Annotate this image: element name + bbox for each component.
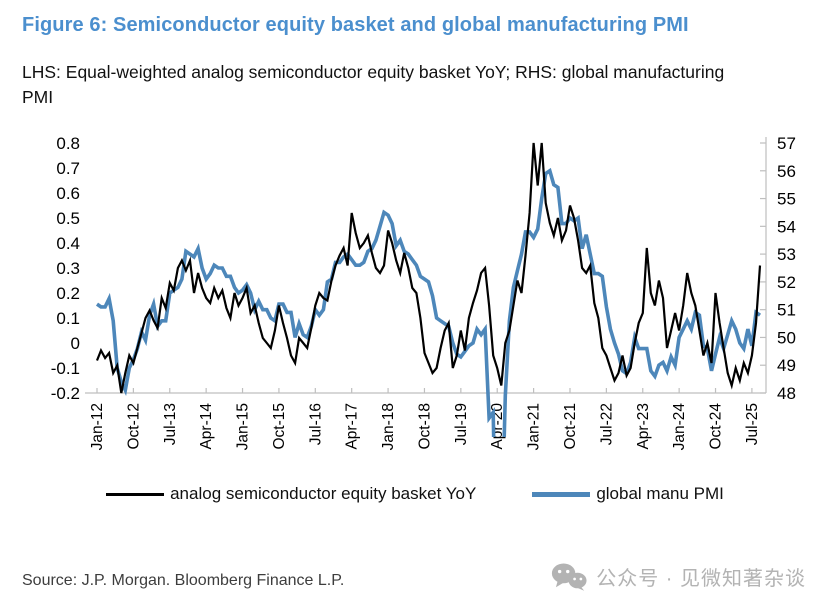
svg-text:51: 51	[777, 301, 796, 320]
svg-text:56: 56	[777, 162, 796, 181]
svg-text:0.7: 0.7	[56, 159, 80, 178]
figure-subtitle: LHS: Equal-weighted analog semiconductor…	[22, 62, 725, 108]
svg-text:53: 53	[777, 245, 796, 264]
svg-text:48: 48	[777, 384, 796, 403]
svg-text:0: 0	[71, 334, 80, 353]
legend-item-pmi: global manu PMI	[532, 484, 724, 504]
svg-text:Jan-12: Jan-12	[89, 403, 106, 450]
svg-text:Oct-21: Oct-21	[562, 403, 579, 450]
wechat-icon	[551, 562, 587, 591]
svg-text:Apr-17: Apr-17	[344, 403, 361, 450]
black-line-swatch	[106, 492, 165, 496]
series-line-equity-basket	[95, 142, 762, 394]
svg-text:0.5: 0.5	[56, 209, 80, 228]
svg-text:Jan-21: Jan-21	[526, 403, 543, 450]
svg-text:Jul-16: Jul-16	[307, 403, 324, 445]
wechat-watermark: 公众号 · 见微知著杂谈	[551, 562, 806, 591]
watermark-text: 公众号 · 见微知著杂谈	[596, 568, 806, 590]
dual-axis-line-chart: Jan-12 Oct-12 Jul-13 Apr-14 Jan-15 Oct-15 Jul-…	[51, 134, 796, 451]
svg-text:Jul-13: Jul-13	[162, 403, 179, 445]
svg-text:0.6: 0.6	[56, 184, 80, 203]
svg-text:0.4: 0.4	[56, 234, 80, 253]
svg-text:Oct-15: Oct-15	[271, 403, 288, 450]
svg-text:Apr-23: Apr-23	[635, 403, 652, 450]
svg-text:Apr-14: Apr-14	[198, 403, 215, 450]
svg-text:0.2: 0.2	[56, 284, 80, 303]
legend-item-equity-basket: analog semiconductor equity basket YoY	[106, 484, 476, 504]
svg-text:-0.1: -0.1	[51, 359, 80, 378]
svg-text:0.1: 0.1	[56, 309, 80, 328]
legend-label-equity-basket: analog semiconductor equity basket YoY	[170, 484, 477, 503]
svg-text:49: 49	[777, 356, 796, 375]
svg-text:Jul-22: Jul-22	[598, 403, 615, 445]
chart-legend: analog semiconductor equity basket YoY g…	[0, 481, 830, 507]
svg-text:54: 54	[777, 217, 796, 236]
svg-text:Jul-25: Jul-25	[744, 403, 761, 445]
svg-text:55: 55	[777, 190, 796, 209]
svg-text:Jan-24: Jan-24	[671, 403, 688, 451]
svg-text:0.8: 0.8	[56, 134, 80, 153]
svg-text:50: 50	[777, 328, 796, 347]
svg-text:57: 57	[777, 134, 796, 153]
svg-text:0.3: 0.3	[56, 259, 80, 278]
figure-title: Figure 6: Semiconductor equity basket an…	[22, 14, 689, 36]
svg-text:-0.2: -0.2	[51, 384, 80, 403]
svg-text:Oct-12: Oct-12	[125, 403, 142, 450]
legend-label-pmi: global manu PMI	[596, 484, 724, 503]
svg-text:Jan-15: Jan-15	[235, 403, 252, 450]
source-note: Source: J.P. Morgan. Bloomberg Finance L…	[22, 572, 345, 589]
blue-line-swatch	[532, 491, 591, 497]
series-line-pmi	[95, 167, 762, 437]
svg-text:Oct-18: Oct-18	[416, 403, 433, 450]
svg-text:Oct-24: Oct-24	[708, 403, 725, 450]
svg-text:Jul-19: Jul-19	[453, 403, 470, 445]
svg-text:Jan-18: Jan-18	[380, 403, 397, 450]
svg-text:52: 52	[777, 273, 796, 292]
